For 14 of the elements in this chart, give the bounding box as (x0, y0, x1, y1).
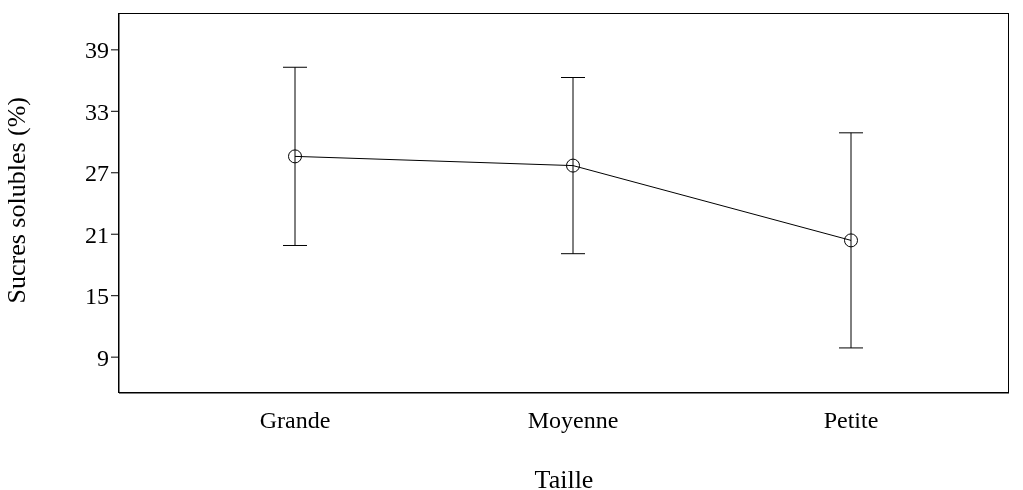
point (844, 233, 858, 248)
x-tick-label: Petite (823, 407, 879, 434)
x-tick-label: Moyenne (527, 407, 619, 434)
y-tick-label: 27 (85, 160, 109, 187)
point (288, 149, 302, 164)
y-tick-label: 33 (85, 98, 109, 125)
x-tick-label: Grande (259, 407, 331, 434)
x-axis-title: Taille (534, 465, 594, 490)
point (566, 158, 580, 173)
y-tick-label: 9 (97, 344, 109, 371)
y-tick-label: 15 (85, 283, 109, 310)
y-tick-label: 21 (85, 221, 109, 248)
y-tick-label: 39 (85, 37, 109, 64)
y-axis-title: Sucres solubles (%) (2, 96, 32, 304)
